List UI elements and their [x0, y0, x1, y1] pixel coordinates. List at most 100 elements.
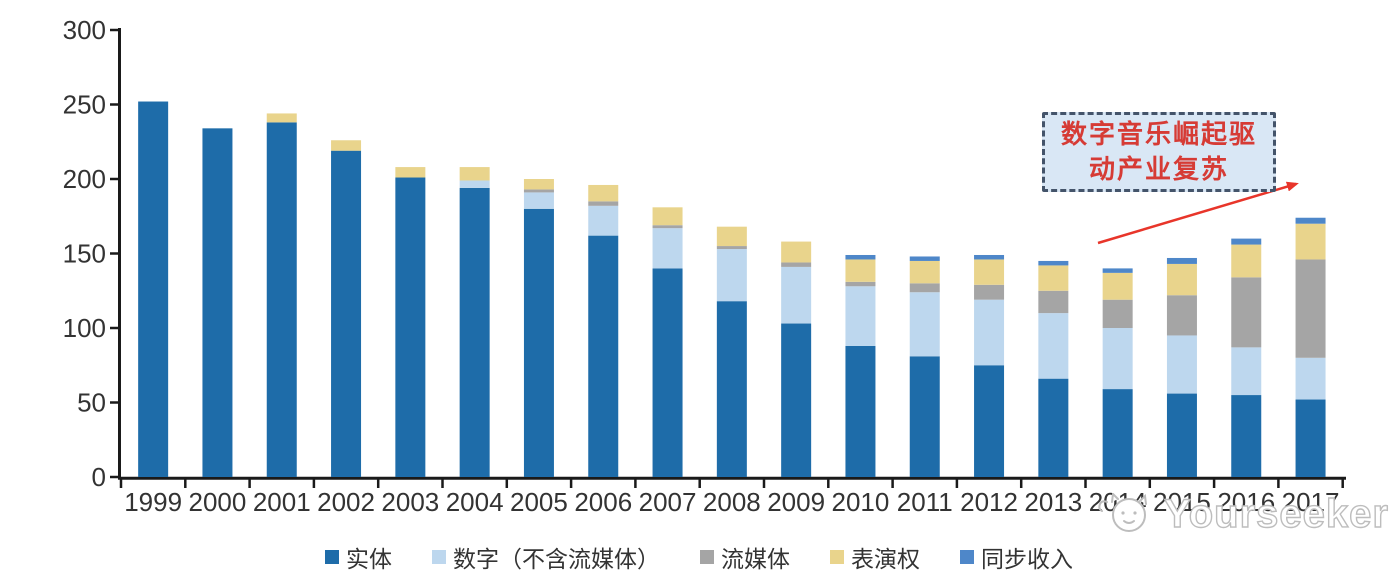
bar-segment-2014 — [1102, 299, 1133, 328]
watermark-text: Yourseeker — [1163, 491, 1389, 536]
bar-segment-2014 — [1102, 389, 1133, 477]
bar-segment-2016 — [1231, 244, 1262, 278]
legend-item-performance: 表演权 — [830, 540, 920, 574]
bar-segment-2003 — [395, 177, 426, 477]
watermark: Yourseeker — [1096, 491, 1389, 537]
x-axis-label: 2004 — [446, 487, 504, 517]
bar-segment-2009 — [781, 241, 812, 263]
bar-segment-2009 — [781, 262, 812, 267]
bar-segment-2015 — [1166, 393, 1197, 477]
bar-segment-2011 — [909, 283, 940, 293]
bar-segment-2017 — [1295, 259, 1326, 358]
bar-segment-2012 — [974, 284, 1005, 300]
bar-segment-2010 — [845, 259, 876, 282]
legend-item-sync: 同步收入 — [960, 540, 1073, 574]
x-axis-label: 2003 — [381, 487, 439, 517]
bar-segment-2002 — [331, 140, 362, 151]
chart-legend: 实体 数字（不含流媒体） 流媒体 表演权 同步收入 — [0, 540, 1398, 574]
y-axis-label: 0 — [92, 462, 106, 492]
bar-segment-2010 — [845, 281, 876, 287]
bar-segment-2005 — [523, 208, 554, 478]
annotation-text-line1: 数字音乐崛起驱 — [1060, 119, 1257, 149]
bar-segment-2015 — [1166, 335, 1197, 394]
bar-segment-2014 — [1102, 272, 1133, 300]
bar-segment-2006 — [588, 201, 619, 206]
bar-segment-2000 — [202, 128, 233, 477]
x-axis-label: 2010 — [832, 487, 890, 517]
bar-segment-2007 — [652, 228, 683, 269]
bar-segment-2013 — [1038, 313, 1069, 379]
bar-segment-2012 — [974, 365, 1005, 477]
bar-segment-2015 — [1166, 295, 1197, 336]
bar-segment-2017 — [1295, 217, 1326, 224]
bar-segment-2012 — [974, 299, 1005, 366]
legend-swatch-performance-icon — [830, 550, 844, 564]
bar-segment-2009 — [781, 323, 812, 477]
bar-segment-2007 — [652, 225, 683, 229]
bar-segment-2014 — [1102, 328, 1133, 390]
bar-segment-2008 — [716, 301, 747, 477]
bar-segment-2006 — [588, 235, 619, 477]
x-axis-label: 2001 — [253, 487, 311, 517]
bar-segment-2016 — [1231, 395, 1262, 477]
x-axis-label: 2000 — [189, 487, 247, 517]
x-axis-label: 2016 — [1217, 487, 1275, 517]
annotation-callout: 数字音乐崛起驱 动产业复苏 — [1042, 112, 1276, 192]
bar-segment-2012 — [974, 259, 1005, 285]
bar-segment-2015 — [1166, 257, 1197, 264]
legend-label-digital: 数字（不含流媒体） — [453, 546, 660, 572]
bar-segment-2004 — [459, 180, 490, 188]
bar-segment-2008 — [716, 246, 747, 250]
bar-segment-2011 — [909, 356, 940, 477]
bar-segment-2004 — [459, 187, 490, 477]
bar-segment-2007 — [652, 207, 683, 226]
x-axis-label: 2007 — [639, 487, 697, 517]
legend-label-sync: 同步收入 — [981, 546, 1073, 572]
bar-segment-2011 — [909, 256, 940, 261]
bar-segment-2006 — [588, 205, 619, 236]
bar-segment-2001 — [266, 122, 297, 477]
bar-segment-2013 — [1038, 378, 1069, 477]
bar-segment-2017 — [1295, 223, 1326, 260]
y-axis-label: 150 — [63, 239, 106, 269]
annotation-text-line2: 动产业复苏 — [1088, 154, 1229, 184]
bar-segment-2010 — [845, 254, 876, 260]
x-axis-label: 2015 — [1153, 487, 1211, 517]
bar-segment-2005 — [523, 189, 554, 193]
x-axis-label: 2002 — [317, 487, 375, 517]
bar-segment-2008 — [716, 226, 747, 247]
bar-segment-2002 — [331, 150, 362, 477]
bar-segment-2010 — [845, 286, 876, 346]
legend-item-digital: 数字（不含流媒体） — [432, 540, 660, 574]
legend-label-physical: 实体 — [346, 546, 392, 572]
legend-swatch-streaming-icon — [700, 550, 714, 564]
bar-segment-2013 — [1038, 260, 1069, 266]
bar-segment-2007 — [652, 268, 683, 477]
x-axis-label: 2005 — [510, 487, 568, 517]
bar-segment-2005 — [523, 192, 554, 209]
legend-label-streaming: 流媒体 — [721, 546, 790, 572]
legend-item-streaming: 流媒体 — [700, 540, 790, 574]
arrow-line — [1097, 181, 1299, 245]
bar-segment-2009 — [781, 266, 812, 324]
x-axis-label: 2013 — [1024, 487, 1082, 517]
bar-segment-2016 — [1231, 238, 1262, 245]
bar-segment-2005 — [523, 179, 554, 190]
legend-item-physical: 实体 — [325, 540, 392, 574]
x-axis-label: 2017 — [1282, 487, 1340, 517]
x-axis-label: 2008 — [703, 487, 761, 517]
bar-segment-2015 — [1166, 263, 1197, 296]
legend-swatch-digital-icon — [432, 550, 446, 564]
y-axis-label: 250 — [63, 90, 106, 120]
bar-segment-2010 — [845, 345, 876, 477]
legend-swatch-physical-icon — [325, 550, 339, 564]
bar-segment-2004 — [459, 167, 490, 181]
bar-segment-2017 — [1295, 357, 1326, 400]
bar-segment-2006 — [588, 184, 619, 202]
yourseeker-logo-icon — [1098, 492, 1147, 532]
bar-segment-2001 — [266, 113, 297, 123]
bar-segment-2016 — [1231, 277, 1262, 348]
x-axis-label: 2012 — [960, 487, 1018, 517]
bar-segment-2013 — [1038, 265, 1069, 291]
